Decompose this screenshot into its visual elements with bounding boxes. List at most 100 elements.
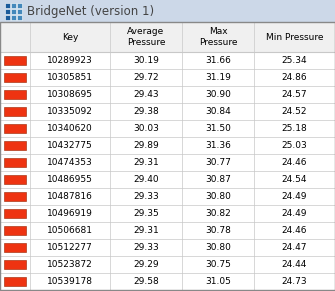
Bar — [0, 222, 335, 239]
Bar — [0, 154, 335, 171]
Bar — [4, 73, 26, 82]
Bar — [0, 273, 335, 290]
Bar — [4, 277, 26, 286]
Text: 29.33: 29.33 — [133, 192, 159, 201]
Bar — [4, 192, 26, 201]
Bar — [4, 260, 26, 269]
Text: 29.35: 29.35 — [133, 209, 159, 218]
Bar — [4, 243, 26, 252]
Text: 31.50: 31.50 — [205, 124, 231, 133]
Text: 30.75: 30.75 — [205, 260, 231, 269]
Text: 10496919: 10496919 — [47, 209, 93, 218]
Bar — [0, 22, 335, 52]
Bar — [4, 124, 26, 133]
Text: 24.46: 24.46 — [282, 226, 307, 235]
Text: 29.38: 29.38 — [133, 107, 159, 116]
Text: 30.90: 30.90 — [205, 90, 231, 99]
Bar — [4, 141, 26, 150]
Text: 29.43: 29.43 — [133, 90, 159, 99]
Text: 31.05: 31.05 — [205, 277, 231, 286]
Bar — [0, 69, 335, 86]
Text: 10335092: 10335092 — [47, 107, 93, 116]
Text: 24.49: 24.49 — [282, 209, 307, 218]
Text: Min Pressure: Min Pressure — [266, 33, 323, 42]
Bar — [0, 86, 335, 103]
Text: BridgeNet (version 1): BridgeNet (version 1) — [27, 4, 154, 17]
Text: 30.77: 30.77 — [205, 158, 231, 167]
Text: 30.80: 30.80 — [205, 192, 231, 201]
Text: Average
Pressure: Average Pressure — [127, 27, 165, 47]
Text: 30.80: 30.80 — [205, 243, 231, 252]
Text: 10305851: 10305851 — [47, 73, 93, 82]
Text: 10506681: 10506681 — [47, 226, 93, 235]
Text: 30.87: 30.87 — [205, 175, 231, 184]
Bar — [0, 103, 335, 120]
Text: 24.73: 24.73 — [282, 277, 307, 286]
Text: 24.47: 24.47 — [282, 243, 307, 252]
Bar — [4, 158, 26, 167]
Bar — [4, 90, 26, 99]
Text: 24.86: 24.86 — [282, 73, 307, 82]
Text: 29.31: 29.31 — [133, 226, 159, 235]
Text: 24.49: 24.49 — [282, 192, 307, 201]
Text: 29.89: 29.89 — [133, 141, 159, 150]
Text: 30.19: 30.19 — [133, 56, 159, 65]
Text: 10523872: 10523872 — [47, 260, 93, 269]
Bar — [0, 171, 335, 188]
Text: 29.58: 29.58 — [133, 277, 159, 286]
Text: 24.57: 24.57 — [282, 90, 307, 99]
Bar — [0, 188, 335, 205]
Text: 10308695: 10308695 — [47, 90, 93, 99]
Text: 31.66: 31.66 — [205, 56, 231, 65]
Text: 29.72: 29.72 — [133, 73, 159, 82]
Text: 29.33: 29.33 — [133, 243, 159, 252]
Text: 10474353: 10474353 — [47, 158, 93, 167]
Bar — [0, 137, 335, 154]
Bar — [17, 15, 22, 20]
Text: 10487816: 10487816 — [47, 192, 93, 201]
Bar — [4, 56, 26, 65]
Text: 25.03: 25.03 — [282, 141, 308, 150]
Bar — [0, 239, 335, 256]
Bar — [0, 0, 335, 22]
Text: Max
Pressure: Max Pressure — [199, 27, 237, 47]
Text: 30.84: 30.84 — [205, 107, 231, 116]
Bar — [4, 226, 26, 235]
Text: 24.44: 24.44 — [282, 260, 307, 269]
Bar — [4, 209, 26, 218]
Bar — [5, 3, 10, 8]
Text: 24.46: 24.46 — [282, 158, 307, 167]
Text: 29.40: 29.40 — [133, 175, 159, 184]
Bar — [17, 9, 22, 14]
Bar — [11, 3, 16, 8]
Bar — [5, 9, 10, 14]
Text: 30.78: 30.78 — [205, 226, 231, 235]
Text: 10486955: 10486955 — [47, 175, 93, 184]
Bar — [5, 15, 10, 20]
Text: 24.54: 24.54 — [282, 175, 307, 184]
Text: 10512277: 10512277 — [47, 243, 93, 252]
Bar — [11, 9, 16, 14]
Bar — [11, 15, 16, 20]
Bar — [4, 107, 26, 116]
Text: 29.31: 29.31 — [133, 158, 159, 167]
Text: 10340620: 10340620 — [47, 124, 93, 133]
Text: 31.19: 31.19 — [205, 73, 231, 82]
Text: 10289923: 10289923 — [47, 56, 93, 65]
Text: 25.34: 25.34 — [282, 56, 307, 65]
Text: 25.18: 25.18 — [282, 124, 308, 133]
Text: 10539178: 10539178 — [47, 277, 93, 286]
Text: 10432775: 10432775 — [47, 141, 93, 150]
Text: 30.82: 30.82 — [205, 209, 231, 218]
Bar — [0, 52, 335, 69]
Text: 24.52: 24.52 — [282, 107, 307, 116]
Text: 29.29: 29.29 — [133, 260, 159, 269]
Text: Key: Key — [62, 33, 78, 42]
Text: 31.36: 31.36 — [205, 141, 231, 150]
Bar — [4, 175, 26, 184]
Bar — [0, 205, 335, 222]
Bar — [0, 256, 335, 273]
Bar — [0, 120, 335, 137]
Text: 30.03: 30.03 — [133, 124, 159, 133]
Bar — [17, 3, 22, 8]
